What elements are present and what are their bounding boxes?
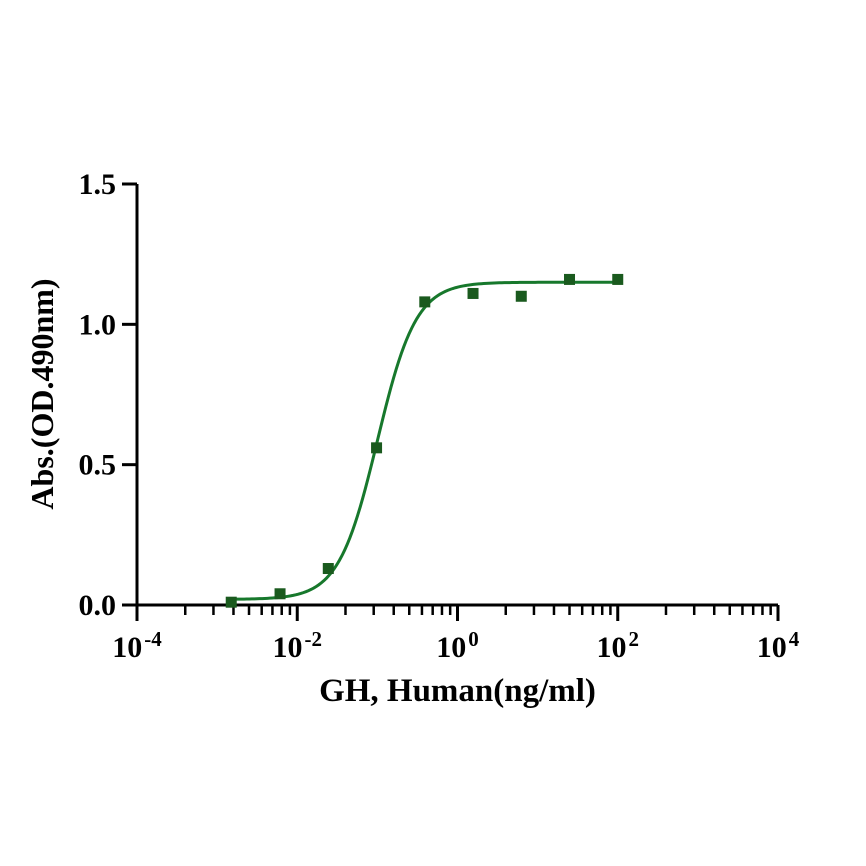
data-point-marker xyxy=(564,273,576,285)
y-axis-title: Abs.(OD.490nm) xyxy=(24,278,60,509)
x-tick-label: 104 xyxy=(757,627,800,664)
data-point-marker xyxy=(467,287,479,299)
x-tick-label: 102 xyxy=(597,627,640,664)
x-tick-label: 100 xyxy=(436,627,479,664)
data-point-marker xyxy=(225,596,237,608)
y-tick-label: 1.0 xyxy=(79,308,117,341)
data-point-marker xyxy=(419,296,431,308)
data-point-marker xyxy=(515,290,527,302)
data-point-marker xyxy=(371,442,383,454)
x-tick-label: 10-2 xyxy=(273,627,323,664)
data-point-marker xyxy=(322,563,334,575)
fit-curve xyxy=(229,280,620,601)
y-tick-label: 0.5 xyxy=(79,449,117,482)
x-tick-label: 10-4 xyxy=(112,627,162,664)
x-axis-title: GH, Human(ng/ml) xyxy=(319,673,596,709)
data-point-marker xyxy=(612,273,624,285)
y-tick-label: 0.0 xyxy=(79,589,117,622)
data-point-marker xyxy=(274,588,286,600)
y-tick-label: 1.5 xyxy=(79,168,117,201)
